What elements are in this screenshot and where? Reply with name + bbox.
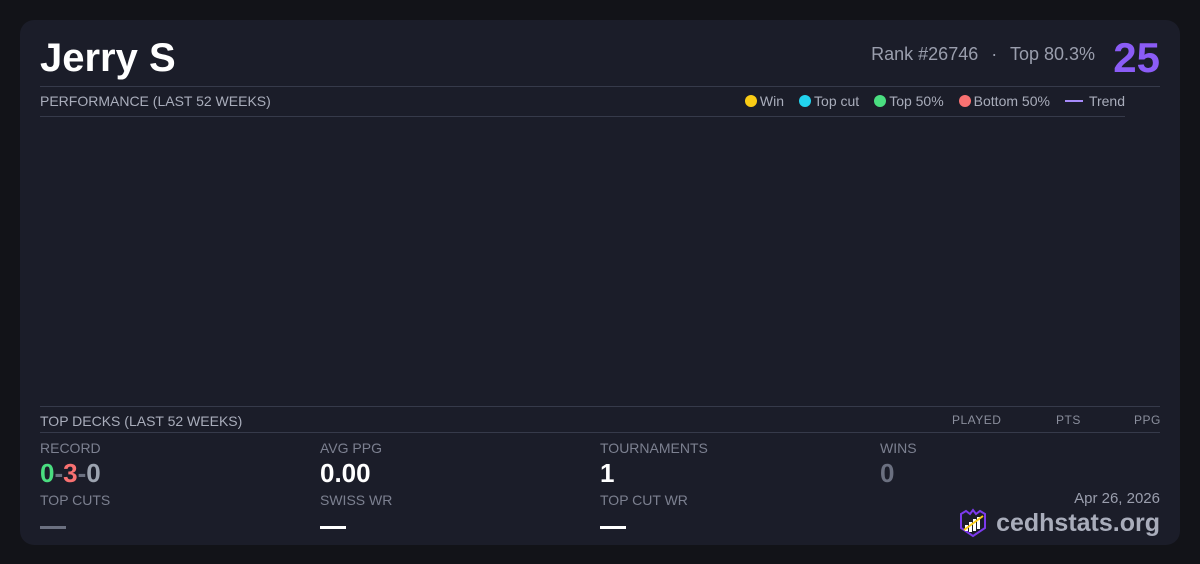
brand-name: cedhstats.org (996, 508, 1160, 537)
divider (40, 406, 1160, 407)
win-dot-icon (744, 95, 757, 107)
date: Apr 26, 2026 (1074, 490, 1160, 507)
legend-top-50: Top 50% (874, 93, 944, 109)
divider (40, 432, 1160, 433)
legend-label: Top 50% (889, 93, 944, 109)
legend-top-cut: Top cut (799, 93, 859, 109)
legend-win: Win (744, 93, 785, 109)
rank-info: Rank #26746 · Top 80.3% (871, 44, 1095, 65)
sep: - (77, 458, 87, 488)
separator: · (991, 44, 998, 64)
record-draws: 0 (86, 458, 101, 488)
bottom-50-dot-icon (958, 95, 971, 107)
col-played: PLAYED (952, 413, 1002, 427)
record-value: 0-3-0 (40, 458, 101, 489)
wins-value: 0 (880, 458, 895, 488)
wins-label: WINS (880, 440, 917, 456)
legend-label: Win (759, 93, 785, 109)
player-name: Jerry S (40, 36, 176, 80)
top-decks-title: TOP DECKS (LAST 52 WEEKS) (40, 413, 243, 429)
legend-label: Bottom 50% (973, 93, 1050, 109)
performance-title: PERFORMANCE (LAST 52 WEEKS) (40, 93, 271, 109)
col-pts: PTS (1056, 413, 1081, 427)
tournaments-label: TOURNAMENTS (600, 440, 708, 456)
top-percent: Top 80.3% (1009, 44, 1095, 64)
legend-bottom-50: Bottom 50% (958, 93, 1050, 109)
cedhstats-logo-icon (960, 508, 987, 538)
legend-label: Trend (1088, 93, 1125, 109)
top-cut-wr-empty (600, 526, 626, 529)
record-wins: 0 (40, 458, 55, 488)
chart-legend: Win Top cut Top 50% Bottom 50% Trend (744, 93, 1125, 109)
player-card: Jerry S Rank #26746 · Top 80.3% 25 PERFO… (20, 20, 1180, 545)
top-50-dot-icon (874, 95, 887, 107)
performance-chart-area (40, 117, 1125, 405)
trend-line-icon (1064, 100, 1083, 102)
record-losses: 3 (63, 458, 78, 488)
score: 25 (1113, 34, 1160, 81)
avg-ppg-value: 0.00 (320, 458, 371, 488)
record-label: RECORD (40, 440, 101, 456)
col-ppg: PPG (1134, 413, 1161, 427)
divider (40, 86, 1160, 87)
swiss-wr-empty (320, 526, 346, 529)
divider (40, 116, 1125, 117)
tournaments-value: 1 (600, 458, 615, 488)
avg-ppg-label: AVG PPG (320, 440, 382, 456)
top-cut-wr-label: TOP CUT WR (600, 492, 688, 508)
rank: Rank #26746 (871, 44, 979, 64)
top-cuts-empty (40, 526, 66, 529)
legend-trend: Trend (1064, 93, 1125, 109)
top-cut-dot-icon (799, 95, 812, 107)
legend-label: Top cut (814, 93, 860, 109)
sep: - (54, 458, 64, 488)
brand: cedhstats.org (958, 508, 1160, 538)
top-cuts-label: TOP CUTS (40, 492, 111, 508)
swiss-wr-label: SWISS WR (320, 492, 393, 508)
